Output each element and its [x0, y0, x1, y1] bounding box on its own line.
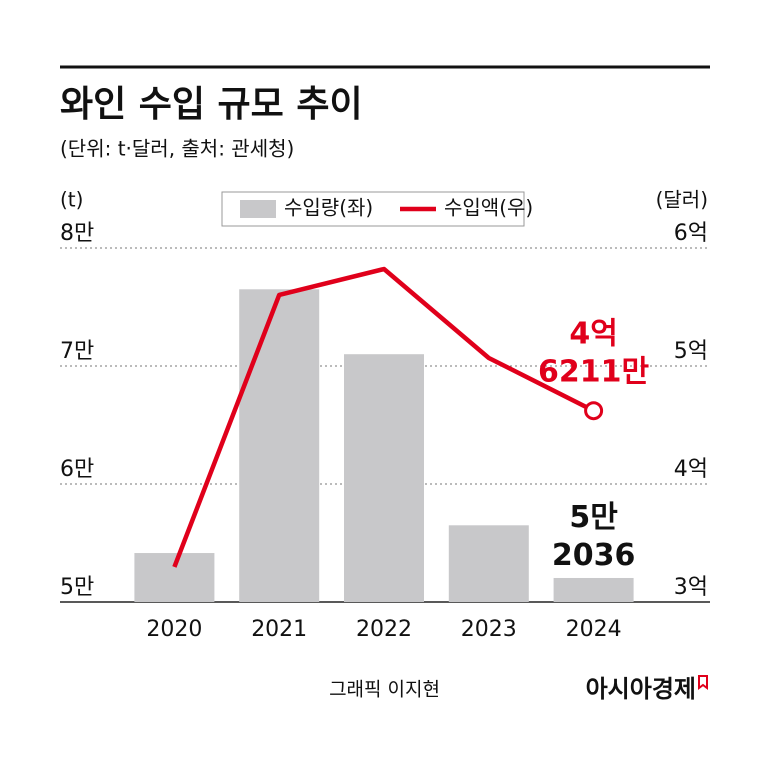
x-tick-label: 2020 [146, 617, 202, 642]
y2-tick-label: 4억 [674, 457, 708, 482]
brand: 아시아경제 [586, 675, 696, 703]
y-tick-label: 7만 [60, 339, 94, 364]
x-tick-label: 2022 [356, 617, 412, 642]
legend-label: 수입액(우) [444, 196, 533, 220]
y-tick-label: 5만 [60, 575, 94, 600]
x-tick-label: 2021 [251, 617, 307, 642]
bar [239, 289, 320, 602]
y2-tick-label: 6억 [674, 221, 708, 246]
y2-tick-label: 3억 [674, 575, 708, 600]
y2-tick-label: 5억 [674, 339, 708, 364]
line [172, 266, 595, 568]
brand-icon [698, 675, 708, 690]
bar-value-label: 5만 2036 [552, 499, 636, 572]
bar [553, 577, 634, 602]
legend-swatch [240, 200, 276, 218]
bar [448, 525, 529, 602]
credit: 그래픽 이지현 [329, 679, 440, 701]
line-value-label: 4억 6211만 [538, 316, 649, 389]
legend-box [221, 191, 525, 227]
x-tick-label: 2024 [566, 617, 622, 642]
bar [134, 553, 215, 602]
chart-subtitle: (단위: t·달러, 출처: 관세청) [60, 137, 294, 161]
y-axis-label: (t) [60, 188, 83, 212]
chart-title: 와인 수입 규모 추이 [60, 84, 363, 125]
legend-label: 수입량(좌) [284, 196, 373, 220]
y2-axis-label: (달러) [656, 188, 708, 212]
y-tick-label: 8만 [60, 221, 94, 246]
y-tick-label: 6만 [60, 457, 94, 482]
bar [344, 354, 424, 602]
line-end-marker [584, 401, 604, 421]
x-tick-label: 2023 [461, 617, 517, 642]
